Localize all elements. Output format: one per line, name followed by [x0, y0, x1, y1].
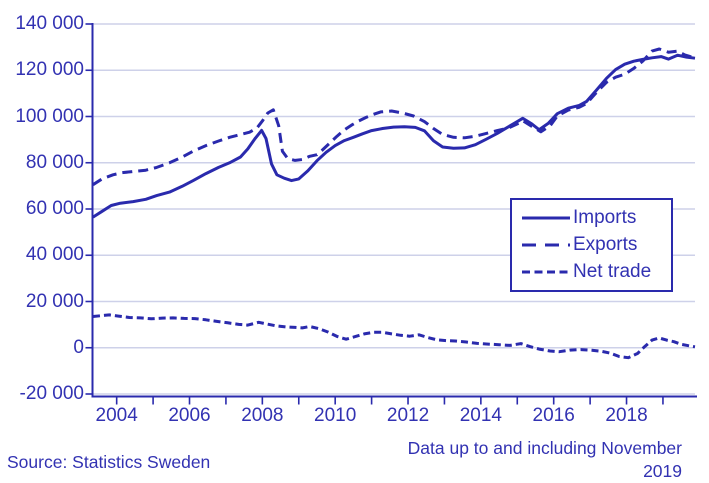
- y-axis-label: 40 000: [25, 244, 84, 266]
- y-axis-label: 20 000: [25, 290, 84, 312]
- source-text: Source: Statistics Sweden: [7, 452, 211, 472]
- x-axis-label: 2014: [459, 405, 502, 426]
- data-note: Data up to and including November 2019: [408, 437, 682, 483]
- y-axis-label: -20 000: [19, 383, 84, 404]
- legend-item-net-trade: Net trade: [522, 261, 671, 283]
- x-axis-label: 2018: [605, 405, 648, 426]
- y-axis-label: 60 000: [25, 198, 84, 219]
- exports-line: [92, 47, 696, 186]
- legend: Imports Exports Net trade: [510, 198, 673, 292]
- legend-item-exports: Exports: [522, 234, 671, 256]
- y-axis-label: 120 000: [15, 59, 84, 81]
- x-axis-label: 2012: [386, 405, 430, 426]
- net-trade-line: [92, 313, 696, 360]
- x-axis-label: 2004: [95, 405, 138, 426]
- x-axis-label: 2006: [168, 405, 211, 426]
- imports-line-sample: [522, 216, 570, 220]
- data-note-line2: 2019: [643, 461, 682, 481]
- x-axis-label: 2008: [241, 405, 284, 426]
- exports-line-sample: [522, 243, 570, 247]
- data-note-line1: Data up to and including November: [407, 438, 682, 458]
- y-axis-label: 0: [73, 336, 84, 358]
- y-axis-label: 80 000: [25, 151, 84, 173]
- y-axis-label: 100 000: [15, 105, 84, 127]
- x-axis-label: 2016: [532, 405, 575, 426]
- legend-label-net-trade: Net trade: [573, 261, 652, 283]
- legend-item-imports: Imports: [522, 207, 671, 229]
- imports-line: [92, 53, 696, 219]
- legend-label-imports: Imports: [573, 206, 637, 228]
- y-axis-label: 140 000: [15, 13, 84, 34]
- legend-label-exports: Exports: [573, 233, 638, 255]
- net-trade-line-sample: [522, 270, 570, 274]
- x-axis-label: 2010: [314, 405, 357, 426]
